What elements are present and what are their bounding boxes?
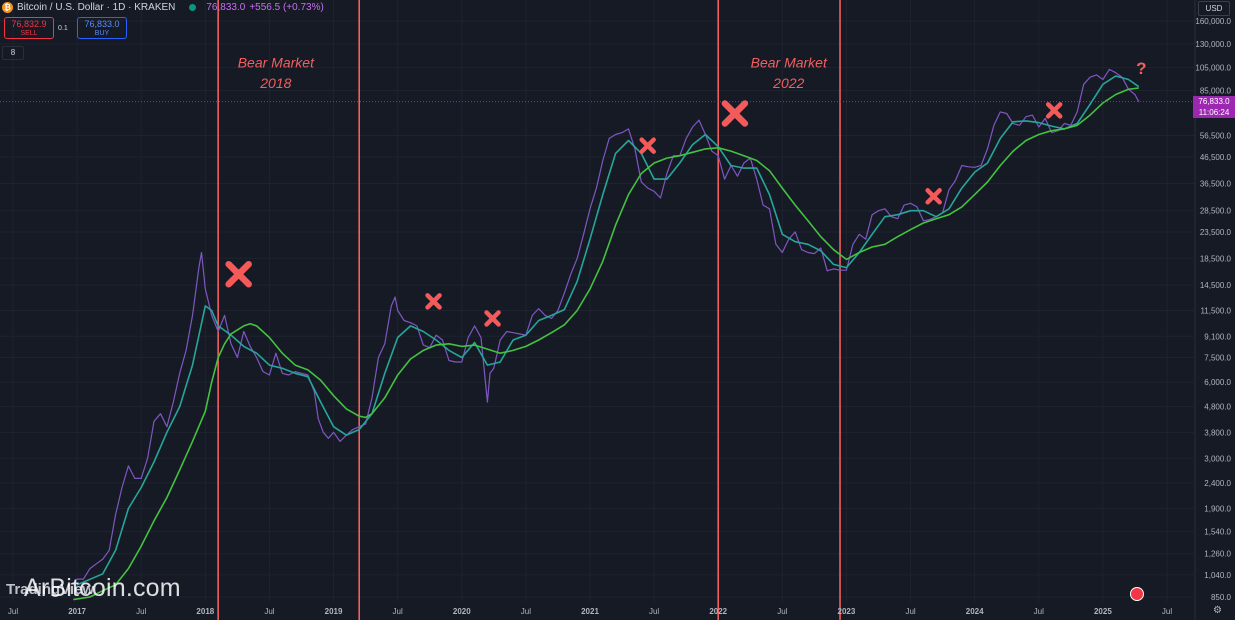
- x-tick-label: Jul: [393, 607, 403, 616]
- x-tick-label: Jul: [1034, 607, 1044, 616]
- annotation-label: 2022: [772, 75, 804, 91]
- y-tick-label: 14,500.0: [1200, 281, 1232, 290]
- buy-button[interactable]: 76,833.0 BUY: [77, 17, 127, 39]
- annotation-label: 2018: [259, 75, 291, 91]
- cross-stroke: [639, 137, 656, 154]
- spread-value: 0.1: [58, 25, 68, 32]
- y-tick-label: 23,500.0: [1200, 228, 1232, 237]
- x-tick-label: 2017: [68, 607, 86, 616]
- bar-countdown: 11:06:24: [1198, 108, 1230, 117]
- x-tick-label: Jul: [264, 607, 274, 616]
- y-tick-label: 1,900.0: [1204, 505, 1231, 514]
- cross-stroke: [1045, 102, 1063, 119]
- us-flag-icon[interactable]: [1130, 587, 1144, 601]
- x-tick-label: 2019: [325, 607, 343, 616]
- x-tick-label: 2023: [838, 607, 856, 616]
- buy-label: BUY: [94, 30, 110, 37]
- plot-area: [0, 0, 1195, 620]
- cross-marker-icon: [484, 310, 501, 327]
- buy-price: 76,833.0: [84, 19, 120, 29]
- y-tick-label: 4,800.0: [1204, 403, 1231, 412]
- y-tick-label: 850.0: [1211, 593, 1232, 602]
- y-tick-label: 36,500.0: [1200, 180, 1232, 189]
- sell-button[interactable]: 76,832.9 SELL: [4, 17, 54, 39]
- price-tag-value: 76,833.0: [1198, 97, 1230, 106]
- y-tick-label: 105,000.0: [1195, 63, 1231, 72]
- question-marker: ?: [1136, 59, 1146, 78]
- y-tick-label: 56,500.0: [1200, 131, 1232, 140]
- cross-marker-icon: [425, 293, 442, 310]
- y-tick-label: 2,400.0: [1204, 479, 1231, 488]
- series-line-2: [73, 87, 1139, 601]
- y-tick-label: 28,500.0: [1200, 207, 1232, 216]
- tradingview-logo[interactable]: TradingView: [6, 581, 95, 598]
- y-tick-label: 85,000.0: [1200, 87, 1232, 96]
- cross-stroke: [484, 310, 501, 327]
- y-tick-label: 1,040.0: [1204, 571, 1231, 580]
- y-tick-label: 3,000.0: [1204, 454, 1231, 463]
- series-line-0: [72, 68, 1140, 586]
- x-tick-label: Jul: [8, 607, 18, 616]
- price-change: +556.5 (+0.73%): [249, 1, 324, 13]
- x-tick-label: Jul: [136, 607, 146, 616]
- x-tick-label: 2025: [1094, 607, 1112, 616]
- currency-selector[interactable]: USD: [1198, 1, 1230, 16]
- y-tick-label: 130,000.0: [1195, 40, 1231, 49]
- last-price: 76,833.0: [206, 1, 246, 13]
- cross-marker-icon: [225, 260, 252, 288]
- y-tick-label: 3,800.0: [1204, 428, 1231, 437]
- cross-marker-icon: [721, 100, 749, 127]
- cross-stroke: [425, 293, 442, 310]
- x-tick-label: 2022: [709, 607, 727, 616]
- sell-price: 76,832.9: [11, 19, 47, 29]
- indicators-toggle[interactable]: 8: [2, 46, 24, 60]
- watermark: ArBitcoin.com: [24, 574, 181, 602]
- x-tick-label: 2024: [966, 607, 984, 616]
- cross-stroke: [225, 260, 252, 288]
- series-line-1: [76, 75, 1140, 586]
- bitcoin-icon: ₿: [2, 1, 13, 13]
- y-tick-label: 11,500.0: [1200, 307, 1231, 316]
- gear-icon[interactable]: ⚙: [1213, 605, 1222, 616]
- y-tick-label: 18,500.0: [1200, 254, 1232, 263]
- y-tick-label: 9,100.0: [1204, 332, 1231, 341]
- x-tick-label: Jul: [1162, 607, 1172, 616]
- y-tick-label: 1,540.0: [1204, 528, 1231, 537]
- cross-stroke: [721, 100, 749, 127]
- x-tick-label: 2021: [581, 607, 599, 616]
- sell-label: SELL: [20, 30, 38, 37]
- x-tick-label: Jul: [777, 607, 787, 616]
- y-tick-label: 7,500.0: [1204, 354, 1231, 363]
- x-tick-label: 2020: [453, 607, 471, 616]
- x-tick-label: Jul: [521, 607, 531, 616]
- cross-marker-icon: [1045, 102, 1063, 119]
- cross-marker-icon: [639, 137, 656, 154]
- y-tick-label: 160,000.0: [1195, 17, 1231, 26]
- market-open-icon: [189, 3, 197, 11]
- y-tick-label: 1,260.0: [1204, 550, 1231, 559]
- chart-header: ₿ Bitcoin / U.S. Dollar · 1D · KRAKEN 76…: [2, 0, 324, 14]
- cross-stroke: [925, 188, 942, 205]
- x-tick-label: Jul: [649, 607, 659, 616]
- x-tick-label: 2018: [196, 607, 214, 616]
- y-tick-label: 6,000.0: [1204, 378, 1231, 387]
- cross-marker-icon: [925, 188, 942, 205]
- annotation-label: Bear Market: [238, 54, 315, 70]
- annotation-label: Bear Market: [751, 54, 828, 70]
- x-tick-label: Jul: [905, 607, 915, 616]
- y-tick-label: 46,500.0: [1200, 153, 1232, 162]
- symbol-title[interactable]: Bitcoin / U.S. Dollar · 1D · KRAKEN: [17, 1, 176, 13]
- last-price-tag: 76,833.0 11:06:24: [1193, 96, 1235, 118]
